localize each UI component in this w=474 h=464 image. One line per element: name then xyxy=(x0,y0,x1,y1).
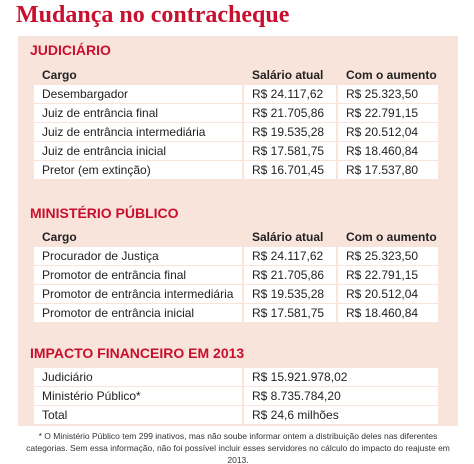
table-cell: R$ 20.512,04 xyxy=(338,285,438,303)
table-cell: Judiciário xyxy=(34,368,242,386)
table-cell: R$ 17.581,75 xyxy=(244,304,336,322)
table-cell: R$ 18.460,84 xyxy=(338,142,438,160)
table-cell: R$ 16.701,45 xyxy=(244,161,336,179)
table-cell: R$ 22.791,15 xyxy=(338,104,438,122)
header-row: Cargo Salário atual Com o aumento xyxy=(34,228,440,246)
table-row: Promotor de entrância intermediária R$ 19… xyxy=(34,285,440,303)
table-row: Promotor de entrância final R$ 21.705,86 R… xyxy=(34,266,440,284)
table: Cargo Salário atual Com o aumento Procurado… xyxy=(34,228,440,323)
table-cell: R$ 19.535,28 xyxy=(244,285,336,303)
table-cell: Promotor de entrância inicial xyxy=(34,304,242,322)
section-title: IMPACTO FINANCEIRO EM 2013 xyxy=(30,345,245,361)
section-title: JUDICIÁRIO xyxy=(30,42,111,58)
header-cell: Cargo xyxy=(42,230,77,244)
header-cell: Cargo xyxy=(42,68,77,82)
table-cell: R$ 24.117,62 xyxy=(244,85,336,103)
table-cell: Procurador de Justiça xyxy=(34,247,242,265)
table-cell: Juiz de entrância intermediária xyxy=(34,123,242,141)
table-cell: Total xyxy=(34,406,242,424)
header-cell: Salário atual xyxy=(252,68,324,82)
table-cell: Juiz de entrância inicial xyxy=(34,142,242,160)
title: Mudança no contracheque xyxy=(16,2,290,28)
table-cell: R$ 17.581,75 xyxy=(244,142,336,160)
table-cell: Ministério Público* xyxy=(34,387,242,405)
header-cell: Salário atual xyxy=(252,230,324,244)
table-row: Total R$ 24,6 milhões xyxy=(34,406,440,424)
table-row: Judiciário R$ 15.921.978,02 xyxy=(34,368,440,386)
table-row: Juiz de entrância inicial R$ 17.581,75 R$ … xyxy=(34,142,440,160)
table-cell: R$ 21.705,86 xyxy=(244,266,336,284)
table-cell: Juiz de entrância final xyxy=(34,104,242,122)
table-row: Promotor de entrância inicial R$ 17.581,7… xyxy=(34,304,440,322)
table-row: Desembargador R$ 24.117,62 R$ 25.323,50 xyxy=(34,85,440,103)
table-cell: Promotor de entrância final xyxy=(34,266,242,284)
table-cell: Pretor (em extinção) xyxy=(34,161,242,179)
table-cell: R$ 19.535,28 xyxy=(244,123,336,141)
header-row: Cargo Salário atual Com o aumento xyxy=(34,66,440,84)
table-cell: R$ 22.791,15 xyxy=(338,266,438,284)
header-cell: Com o aumento xyxy=(346,230,437,244)
table-cell: Promotor de entrância intermediária xyxy=(34,285,242,303)
table: Cargo Salário atual Com o aumento Desembarg… xyxy=(34,66,440,180)
table-cell: R$ 24,6 milhões xyxy=(244,406,438,424)
table-cell: R$ 21.705,86 xyxy=(244,104,336,122)
table-cell: Desembargador xyxy=(34,85,242,103)
table-cell: R$ 17.537,80 xyxy=(338,161,438,179)
table-cell: R$ 25.323,50 xyxy=(338,247,438,265)
table-cell: R$ 15.921.978,02 xyxy=(244,368,438,386)
table-row: Juiz de entrância final R$ 21.705,86 R$ 22… xyxy=(34,104,440,122)
table-cell: R$ 18.460,84 xyxy=(338,304,438,322)
table: Judiciário R$ 15.921.978,02 Ministério Púb… xyxy=(34,368,440,425)
table-row: Ministério Público* R$ 8.735.784,20 xyxy=(34,387,440,405)
table-row: Juiz de entrância intermediária R$ 19.535… xyxy=(34,123,440,141)
table-row: Procurador de Justiça R$ 24.117,62 R$ 25.3… xyxy=(34,247,440,265)
table-cell: R$ 20.512,04 xyxy=(338,123,438,141)
footnote: * O Ministério Público tem 299 inativos,… xyxy=(26,431,450,464)
table-row: Pretor (em extinção) R$ 16.701,45 R$ 17.53… xyxy=(34,161,440,179)
table-cell: R$ 8.735.784,20 xyxy=(244,387,438,405)
header-cell: Com o aumento xyxy=(346,68,437,82)
table-cell: R$ 25.323,50 xyxy=(338,85,438,103)
table-cell: R$ 24.117,62 xyxy=(244,247,336,265)
section-title: MINISTÉRIO PÚBLICO xyxy=(30,205,179,221)
